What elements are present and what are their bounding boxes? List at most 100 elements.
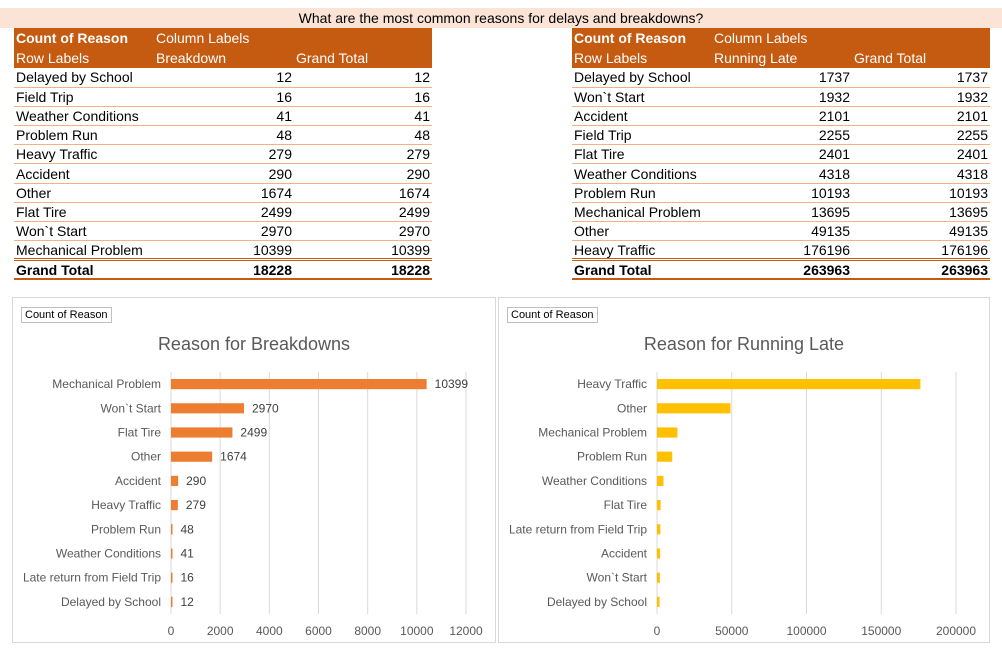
pivot-table-running-late[interactable]: Count of Reason Column Labels Row Labels Ru… <box>572 28 990 281</box>
bar[interactable] <box>171 524 173 535</box>
column-labels-dropdown[interactable]: Column Labels <box>712 28 852 48</box>
x-tick-label: 6000 <box>305 624 332 638</box>
y-category-label: Late return from Field Trip <box>509 522 647 536</box>
grand-total-label: Grand Total <box>572 258 712 281</box>
bar[interactable] <box>171 548 173 559</box>
row-value: 2499 <box>154 202 294 223</box>
field-button[interactable]: Count of Reason <box>21 307 112 323</box>
row-value: 2255 <box>712 125 852 146</box>
row-value: 49135 <box>712 221 852 242</box>
table-row[interactable]: Mechanical Problem 13695 13695 <box>572 202 990 223</box>
row-grand-total: 48 <box>294 125 432 146</box>
bar[interactable] <box>657 427 678 438</box>
table-row[interactable]: Heavy Traffic 176196 176196 <box>572 240 990 261</box>
column-header: Breakdown <box>154 48 294 68</box>
table-row[interactable]: Accident 290 290 <box>14 163 432 184</box>
data-label: 10399 <box>435 377 469 391</box>
bar[interactable] <box>171 403 245 414</box>
bar[interactable] <box>657 475 664 486</box>
chart-plot-area: 0 50000 100000 150000 200000 Heavy Traffic Oth… <box>509 372 976 638</box>
row-label: Won`t Start <box>572 87 712 107</box>
x-tick-label: 0 <box>168 624 175 638</box>
x-tick-label: 2000 <box>207 624 234 638</box>
page-title: What are the most common reasons for del… <box>0 8 1002 28</box>
bar[interactable] <box>171 451 213 462</box>
table-row[interactable]: Problem Run 10193 10193 <box>572 183 990 203</box>
bar[interactable] <box>657 379 921 390</box>
y-category-label: Weather Conditions <box>56 547 161 561</box>
grand-total-label: Grand Total <box>14 258 154 281</box>
row-value: 1737 <box>712 68 852 88</box>
row-grand-total: 2499 <box>294 202 432 223</box>
table-row[interactable]: Field Trip 2255 2255 <box>572 125 990 146</box>
bar[interactable] <box>657 596 660 607</box>
row-grand-total: 10399 <box>294 240 432 261</box>
row-label: Field Trip <box>572 125 712 146</box>
bar[interactable] <box>171 475 179 486</box>
chart-running-late[interactable]: Count of Reason Reason for Running Late … <box>498 297 990 643</box>
bar[interactable] <box>171 379 427 390</box>
x-tick-label: 0 <box>654 624 661 638</box>
row-label: Heavy Traffic <box>572 240 712 261</box>
bar[interactable] <box>657 524 661 535</box>
row-labels-dropdown[interactable]: Row Labels <box>572 48 712 68</box>
bar[interactable] <box>657 451 673 462</box>
bar[interactable] <box>657 403 731 414</box>
row-grand-total: 2101 <box>852 106 990 127</box>
row-grand-total: 41 <box>294 106 432 127</box>
y-category-label: Late return from Field Trip <box>23 571 161 585</box>
row-label: Weather Conditions <box>14 106 154 127</box>
row-grand-total: 12 <box>294 68 432 88</box>
x-tick-label: 100000 <box>786 624 826 638</box>
table-row[interactable]: Heavy Traffic 279 279 <box>14 144 432 165</box>
table-row[interactable]: Other 49135 49135 <box>572 221 990 242</box>
table-row[interactable]: Delayed by School 1737 1737 <box>572 68 990 88</box>
row-grand-total: 176196 <box>852 240 990 261</box>
data-label: 16 <box>181 571 195 585</box>
pivot-header-row: Row Labels Running Late Grand Total <box>572 48 990 68</box>
table-row[interactable]: Weather Conditions 4318 4318 <box>572 163 990 184</box>
y-category-label: Won`t Start <box>587 571 648 585</box>
x-tick-label: 10000 <box>400 624 434 638</box>
table-row[interactable]: Won`t Start 2970 2970 <box>14 221 432 242</box>
count-label: Count of Reason <box>572 28 712 48</box>
table-row[interactable]: Weather Conditions 41 41 <box>14 106 432 127</box>
y-category-label: Accident <box>601 547 648 561</box>
table-row[interactable]: Won`t Start 1932 1932 <box>572 87 990 107</box>
bar[interactable] <box>171 572 173 583</box>
table-row[interactable]: Delayed by School 12 12 <box>14 68 432 88</box>
row-label: Other <box>14 183 154 203</box>
y-category-label: Mechanical Problem <box>52 377 161 391</box>
table-row[interactable]: Accident 2101 2101 <box>572 106 990 127</box>
column-labels-dropdown[interactable]: Column Labels <box>154 28 294 48</box>
bar[interactable] <box>657 548 661 559</box>
header-blank <box>294 28 432 48</box>
table-row[interactable]: Flat Tire 2499 2499 <box>14 202 432 223</box>
bar[interactable] <box>171 427 233 438</box>
row-label: Weather Conditions <box>572 163 712 184</box>
row-label: Accident <box>14 163 154 184</box>
row-value: 2401 <box>712 144 852 165</box>
chart-breakdowns[interactable]: Count of Reason Reason for Breakdowns 0 2… <box>12 297 496 643</box>
bar[interactable] <box>171 500 178 511</box>
grand-total-value: 263963 <box>712 258 852 281</box>
row-grand-total: 279 <box>294 144 432 165</box>
bar[interactable] <box>657 500 661 511</box>
row-labels-dropdown[interactable]: Row Labels <box>14 48 154 68</box>
table-row[interactable]: Mechanical Problem 10399 10399 <box>14 240 432 261</box>
row-value: 41 <box>154 106 294 127</box>
bar[interactable] <box>657 572 660 583</box>
pivot-table-breakdowns[interactable]: Count of Reason Column Labels Row Labels Br… <box>14 28 432 281</box>
data-label: 12 <box>181 595 195 609</box>
row-value: 13695 <box>712 202 852 223</box>
table-row[interactable]: Other 1674 1674 <box>14 183 432 203</box>
row-label: Delayed by School <box>572 68 712 88</box>
row-label: Won`t Start <box>14 221 154 242</box>
table-row[interactable]: Problem Run 48 48 <box>14 125 432 146</box>
grand-total-row: Grand Total 18228 18228 <box>14 258 432 281</box>
table-row[interactable]: Flat Tire 2401 2401 <box>572 144 990 165</box>
field-button[interactable]: Count of Reason <box>507 307 598 323</box>
bar[interactable] <box>171 596 173 607</box>
chart-title: Reason for Breakdowns <box>157 334 351 354</box>
table-row[interactable]: Field Trip 16 16 <box>14 87 432 107</box>
